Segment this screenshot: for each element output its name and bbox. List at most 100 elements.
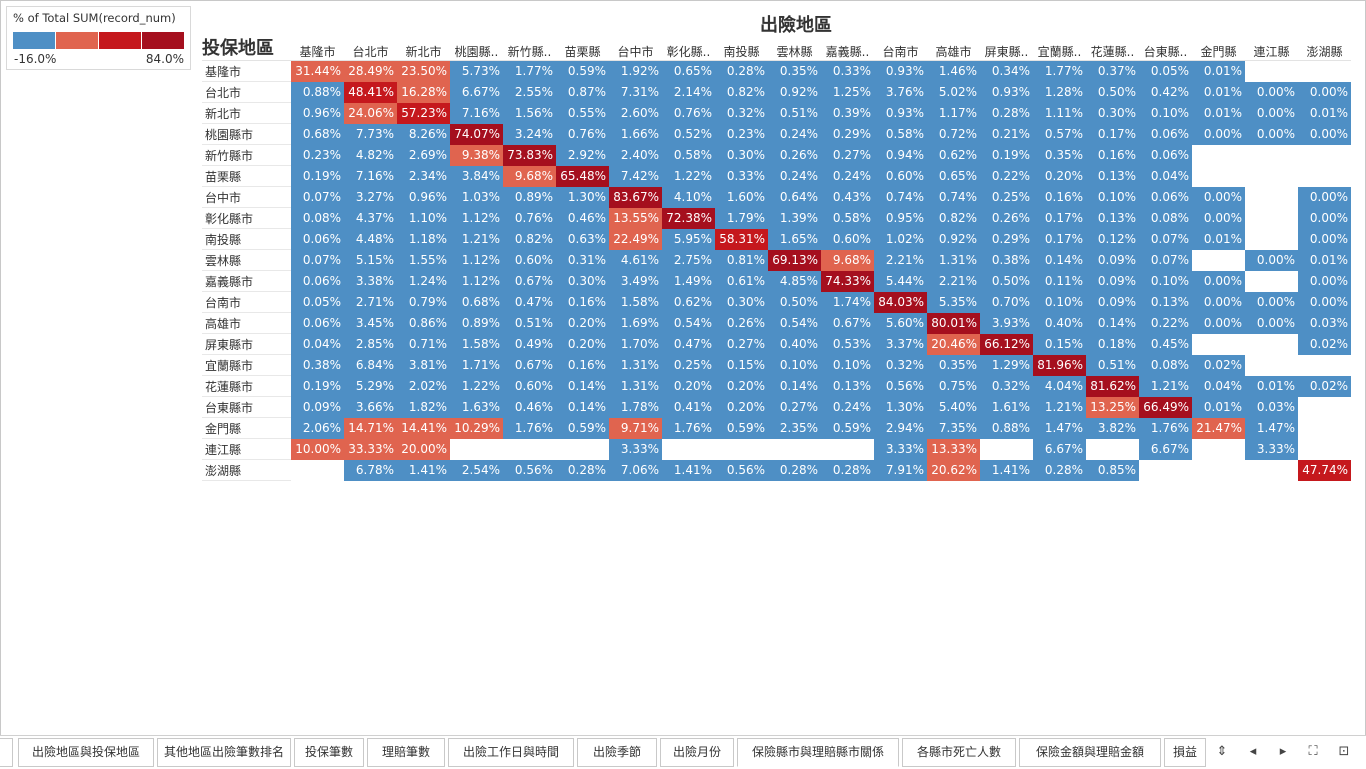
matrix-cell[interactable]: 0.20%: [715, 375, 768, 397]
matrix-cell[interactable]: 0.11%: [1033, 270, 1086, 292]
row-header[interactable]: 雲林縣: [202, 249, 291, 271]
matrix-cell[interactable]: 5.40%: [927, 396, 980, 418]
matrix-cell[interactable]: 0.61%: [715, 270, 768, 292]
row-header[interactable]: 基隆市: [202, 60, 291, 82]
matrix-cell[interactable]: 1.66%: [609, 123, 662, 145]
matrix-cell[interactable]: 0.59%: [821, 417, 874, 439]
matrix-cell[interactable]: 0.10%: [1086, 186, 1139, 208]
matrix-cell[interactable]: 1.39%: [768, 207, 821, 229]
matrix-cell[interactable]: 4.85%: [768, 270, 821, 292]
matrix-cell[interactable]: 0.50%: [768, 291, 821, 313]
matrix-cell[interactable]: 0.16%: [556, 291, 609, 313]
matrix-cell[interactable]: 1.79%: [715, 207, 768, 229]
matrix-cell[interactable]: 5.15%: [344, 249, 397, 271]
matrix-cell[interactable]: 3.24%: [503, 123, 556, 145]
column-header[interactable]: 新北市: [397, 34, 450, 61]
matrix-cell[interactable]: 0.28%: [1033, 459, 1086, 481]
matrix-cell[interactable]: 84.03%: [874, 291, 927, 313]
row-header[interactable]: 台南市: [202, 291, 291, 313]
matrix-cell[interactable]: 0.22%: [980, 165, 1033, 187]
matrix-cell[interactable]: 0.74%: [927, 186, 980, 208]
matrix-cell[interactable]: 0.82%: [927, 207, 980, 229]
matrix-cell[interactable]: 4.04%: [1033, 375, 1086, 397]
matrix-cell[interactable]: 0.63%: [556, 228, 609, 250]
matrix-cell[interactable]: 0.81%: [715, 249, 768, 271]
matrix-cell[interactable]: 2.02%: [397, 375, 450, 397]
matrix-cell[interactable]: 0.06%: [291, 270, 344, 292]
matrix-cell[interactable]: 1.18%: [397, 228, 450, 250]
matrix-cell[interactable]: 0.60%: [503, 249, 556, 271]
matrix-cell[interactable]: 0.00%: [1298, 81, 1351, 103]
matrix-cell[interactable]: 1.41%: [980, 459, 1033, 481]
matrix-cell[interactable]: 0.14%: [556, 396, 609, 418]
sheet-tab[interactable]: 保險縣市與理賠縣市關係: [737, 738, 899, 767]
matrix-cell[interactable]: 74.07%: [450, 123, 503, 145]
matrix-cell[interactable]: 2.60%: [609, 102, 662, 124]
matrix-cell[interactable]: 0.00%: [1192, 270, 1245, 292]
matrix-cell[interactable]: 0.79%: [397, 291, 450, 313]
column-header[interactable]: 台中市: [609, 34, 662, 61]
matrix-cell[interactable]: 6.67%: [1139, 438, 1192, 460]
matrix-cell[interactable]: [1245, 165, 1298, 187]
matrix-cell[interactable]: 0.26%: [715, 312, 768, 334]
matrix-cell[interactable]: 1.29%: [980, 354, 1033, 376]
matrix-cell[interactable]: 14.41%: [397, 417, 450, 439]
matrix-cell[interactable]: 0.07%: [1139, 228, 1192, 250]
sheet-tab[interactable]: 損益: [1164, 738, 1206, 767]
matrix-cell[interactable]: 0.01%: [1192, 396, 1245, 418]
matrix-cell[interactable]: 0.76%: [556, 123, 609, 145]
matrix-cell[interactable]: 0.10%: [1139, 102, 1192, 124]
matrix-cell[interactable]: 3.76%: [874, 81, 927, 103]
matrix-cell[interactable]: 0.56%: [715, 459, 768, 481]
matrix-cell[interactable]: 0.14%: [1086, 312, 1139, 334]
matrix-cell[interactable]: 33.33%: [344, 438, 397, 460]
matrix-cell[interactable]: 0.29%: [980, 228, 1033, 250]
matrix-cell[interactable]: 0.96%: [397, 186, 450, 208]
row-header[interactable]: 宜蘭縣市: [202, 354, 291, 376]
row-header[interactable]: 南投縣: [202, 228, 291, 250]
sheet-tab[interactable]: 出險工作日與時間: [448, 738, 574, 767]
matrix-cell[interactable]: 0.28%: [768, 459, 821, 481]
matrix-cell[interactable]: 1.65%: [768, 228, 821, 250]
matrix-cell[interactable]: 2.69%: [397, 144, 450, 166]
matrix-cell[interactable]: [980, 438, 1033, 460]
row-header[interactable]: 澎湖縣: [202, 459, 291, 481]
matrix-cell[interactable]: 1.11%: [1033, 102, 1086, 124]
matrix-cell[interactable]: 1.22%: [662, 165, 715, 187]
matrix-cell[interactable]: 0.40%: [1033, 312, 1086, 334]
matrix-cell[interactable]: 5.02%: [927, 81, 980, 103]
column-header[interactable]: 基隆市: [291, 34, 344, 61]
matrix-cell[interactable]: [556, 438, 609, 460]
matrix-cell[interactable]: 1.10%: [397, 207, 450, 229]
matrix-cell[interactable]: 1.12%: [450, 207, 503, 229]
matrix-cell[interactable]: 0.34%: [980, 60, 1033, 82]
matrix-cell[interactable]: 0.02%: [1298, 333, 1351, 355]
matrix-cell[interactable]: 1.77%: [503, 60, 556, 82]
matrix-cell[interactable]: 9.38%: [450, 144, 503, 166]
fullscreen-icon[interactable]: ⛶: [1308, 744, 1318, 759]
matrix-cell[interactable]: [1298, 165, 1351, 187]
matrix-cell[interactable]: 0.65%: [662, 60, 715, 82]
matrix-cell[interactable]: 1.21%: [1033, 396, 1086, 418]
matrix-cell[interactable]: 9.68%: [821, 249, 874, 271]
matrix-cell[interactable]: 0.12%: [1086, 228, 1139, 250]
matrix-cell[interactable]: 6.78%: [344, 459, 397, 481]
matrix-cell[interactable]: 1.30%: [874, 396, 927, 418]
matrix-cell[interactable]: 0.64%: [768, 186, 821, 208]
row-header[interactable]: 彰化縣市: [202, 207, 291, 229]
matrix-cell[interactable]: 0.00%: [1298, 291, 1351, 313]
matrix-cell[interactable]: 0.01%: [1192, 60, 1245, 82]
matrix-cell[interactable]: 0.58%: [662, 144, 715, 166]
matrix-cell[interactable]: 28.49%: [344, 60, 397, 82]
matrix-cell[interactable]: 6.84%: [344, 354, 397, 376]
column-header[interactable]: 台東縣..: [1139, 34, 1192, 61]
matrix-cell[interactable]: 6.67%: [450, 81, 503, 103]
matrix-cell[interactable]: [1192, 165, 1245, 187]
matrix-cell[interactable]: 0.21%: [980, 123, 1033, 145]
matrix-cell[interactable]: 1.46%: [927, 60, 980, 82]
matrix-cell[interactable]: 0.49%: [503, 333, 556, 355]
matrix-cell[interactable]: 0.67%: [503, 270, 556, 292]
column-header[interactable]: 宜蘭縣..: [1033, 34, 1086, 61]
matrix-cell[interactable]: 5.73%: [450, 60, 503, 82]
matrix-cell[interactable]: 0.30%: [715, 144, 768, 166]
